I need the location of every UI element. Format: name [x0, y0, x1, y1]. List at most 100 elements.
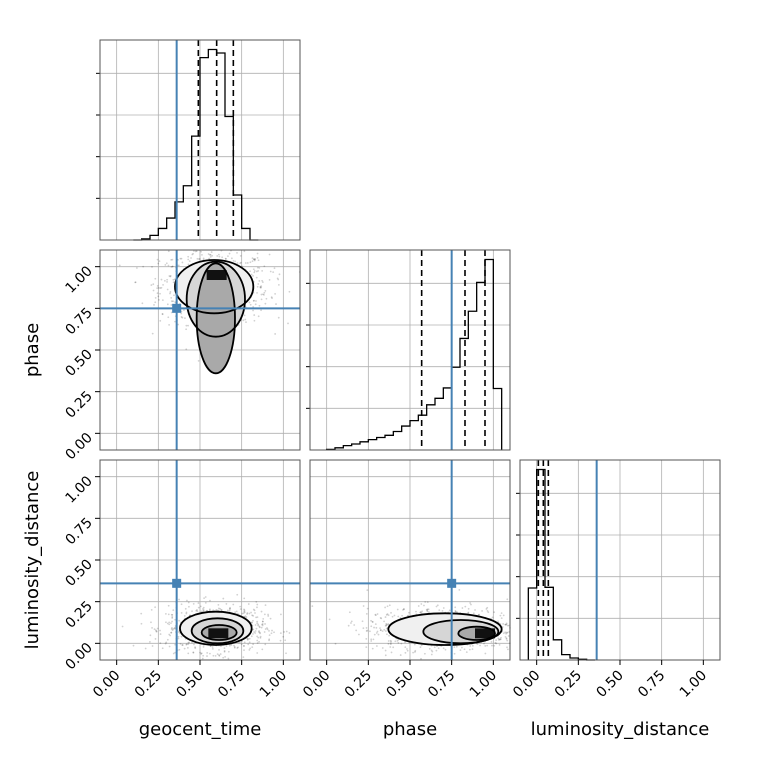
sample-point: [500, 636, 502, 639]
sample-point: [270, 632, 273, 635]
sample-point: [272, 271, 275, 274]
sample-point: [202, 606, 205, 609]
sample-point: [414, 649, 417, 652]
sample-point: [261, 648, 264, 651]
sample-point: [423, 652, 426, 655]
sample-point: [222, 656, 225, 659]
sample-point: [459, 649, 462, 652]
sample-point: [483, 642, 485, 645]
sample-point: [181, 261, 184, 264]
sample-point: [328, 618, 331, 621]
x-tick-label: 0.25: [342, 668, 375, 701]
sample-point: [172, 278, 175, 281]
sample-point: [428, 611, 430, 613]
sample-point: [486, 644, 489, 647]
x-tick-label: 1.00: [677, 668, 710, 701]
sample-point: [233, 646, 236, 649]
sample-point: [178, 648, 181, 651]
sample-point: [202, 609, 205, 611]
sample-point: [419, 611, 422, 613]
sample-point: [370, 638, 373, 641]
sample-point: [166, 288, 169, 291]
sample-point: [277, 284, 280, 286]
axis-titles: geocent_time phase luminosity_distancephas…: [22, 323, 709, 740]
sample-point: [263, 613, 266, 616]
sample-point: [156, 627, 159, 630]
sample-point: [150, 608, 153, 611]
sample-point: [417, 605, 420, 607]
sample-point: [187, 601, 190, 604]
sample-point: [505, 637, 508, 640]
sample-point: [389, 642, 392, 645]
sample-point: [390, 611, 392, 614]
x-tick-label: 0.00: [90, 668, 123, 701]
sample-point: [180, 603, 183, 606]
sample-point: [201, 657, 204, 660]
sample-point: [186, 647, 189, 649]
sample-point: [249, 270, 251, 273]
sample-point: [258, 631, 261, 634]
sample-point: [167, 264, 170, 267]
sample-point: [279, 639, 282, 642]
sample-point: [444, 648, 447, 651]
sample-point: [252, 305, 255, 308]
sample-point: [404, 651, 407, 654]
sample-point: [178, 598, 180, 601]
sample-point: [397, 642, 400, 644]
sample-point: [212, 654, 215, 657]
sample-point: [121, 625, 124, 628]
sample-point: [426, 610, 429, 613]
density-peak: [208, 628, 229, 639]
sample-point: [384, 654, 387, 657]
sample-point: [491, 616, 494, 619]
sample-point: [402, 608, 405, 610]
sample-point: [358, 633, 360, 636]
sample-point: [264, 643, 267, 646]
sample-point: [334, 642, 337, 645]
sample-point: [500, 612, 503, 615]
sample-point: [230, 257, 233, 260]
sample-point: [268, 639, 270, 642]
sample-point: [263, 291, 266, 294]
sample-point: [188, 605, 190, 608]
sample-point: [254, 258, 257, 261]
contour-line: [179, 610, 253, 646]
sample-point: [396, 639, 399, 642]
sample-point: [366, 629, 369, 632]
sample-point: [218, 648, 220, 651]
sample-point: [177, 635, 180, 638]
sample-point: [167, 250, 170, 253]
sample-point: [216, 255, 219, 257]
sample-point: [154, 638, 157, 640]
sample-point: [199, 651, 202, 654]
sample-point: [261, 623, 264, 625]
sample-point: [209, 253, 212, 256]
sample-point: [253, 319, 256, 322]
sample-point: [249, 303, 252, 306]
sample-point: [251, 621, 253, 624]
sample-point: [261, 281, 264, 284]
sample-point: [193, 250, 195, 252]
sample-point: [174, 651, 177, 654]
x-tick-label: 0.50: [593, 668, 626, 701]
sample-point: [491, 644, 493, 647]
sample-point: [385, 623, 388, 626]
sample-point: [285, 630, 288, 633]
sample-point: [279, 613, 282, 616]
sample-point: [185, 643, 188, 646]
sample-point: [484, 652, 487, 655]
sample-point: [249, 647, 252, 650]
sample-point: [215, 608, 218, 611]
sample-point: [481, 610, 483, 612]
sample-point: [490, 641, 493, 643]
sample-point: [370, 619, 372, 622]
sample-point: [198, 258, 201, 260]
sample-point: [495, 639, 498, 641]
sample-point: [243, 609, 246, 612]
sample-point: [387, 614, 390, 617]
sample-point: [179, 643, 182, 645]
sample-point: [252, 608, 255, 611]
sample-point: [134, 281, 137, 284]
sample-point: [268, 634, 271, 637]
sample-point: [150, 284, 153, 286]
